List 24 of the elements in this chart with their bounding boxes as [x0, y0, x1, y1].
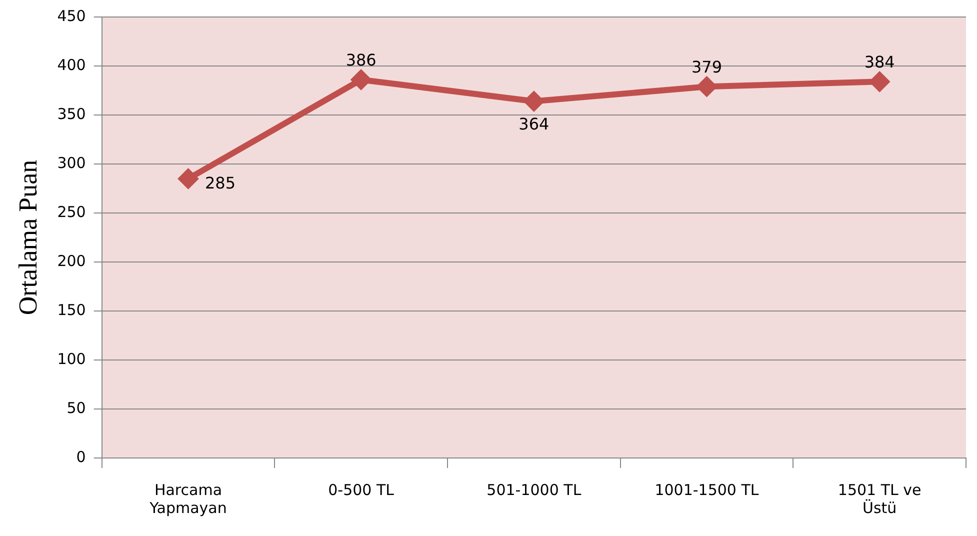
y-tick-label: 200 — [57, 252, 86, 270]
x-tick-label: 1501 TL ve Üstü — [838, 480, 922, 517]
y-axis-title: Ortalama Puan — [13, 160, 42, 316]
data-label: 386 — [346, 50, 376, 70]
point — [178, 168, 199, 190]
data-label: 285 — [204, 174, 236, 193]
y-tick-label: 300 — [57, 154, 86, 172]
y-tick-label: 250 — [57, 202, 86, 221]
x-tick-label: 501-1000 TL — [486, 480, 582, 499]
y-tick-label: 400 — [57, 56, 86, 74]
point — [350, 69, 372, 90]
data-label: 364 — [518, 114, 550, 134]
point — [523, 90, 544, 112]
y-tick-label: 150 — [57, 300, 86, 319]
x-tick-label: 1001-1500 TL — [654, 480, 760, 499]
y-tick-label: 0 — [76, 448, 86, 466]
x-tick-label: Harcama Yapmayan — [148, 480, 227, 517]
data-label: 384 — [864, 52, 895, 72]
y-tick-label: 450 — [57, 6, 86, 25]
y-tick-label: 350 — [57, 104, 86, 123]
x-tick-label: 0-500 TL — [328, 480, 395, 499]
y-tick-label: 50 — [66, 398, 86, 417]
data-label: 379 — [691, 58, 722, 77]
y-tick-label: 100 — [57, 350, 86, 368]
